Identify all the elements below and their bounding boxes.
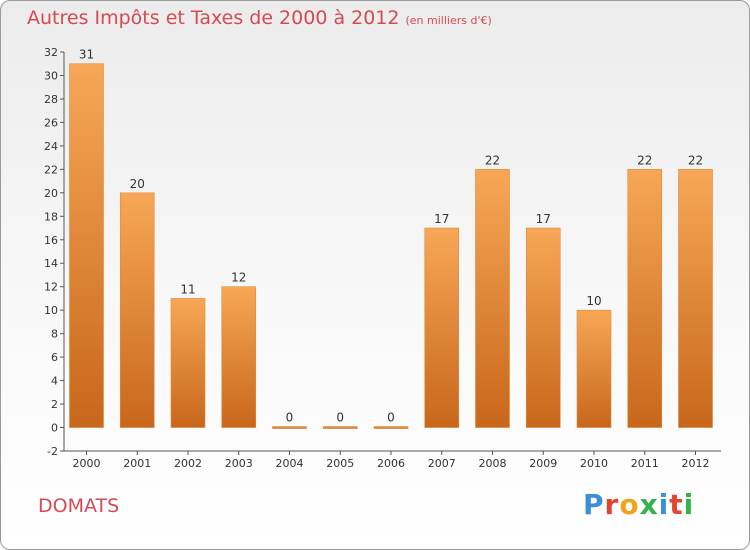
- data-label-2005: 0: [336, 411, 344, 425]
- data-label-2011: 22: [637, 153, 652, 167]
- x-tick-label-2004: 2004: [276, 457, 304, 470]
- data-label-2004: 0: [286, 411, 294, 425]
- x-tick-label-2008: 2008: [479, 457, 507, 470]
- bar-2010: [576, 309, 612, 428]
- data-label-2008: 22: [485, 153, 500, 167]
- y-tick-label: 32: [44, 46, 58, 59]
- y-tick-label: 10: [44, 304, 58, 317]
- x-tick-label-2000: 2000: [73, 457, 101, 470]
- bar-2012: [678, 169, 713, 428]
- y-tick-label: 4: [51, 375, 58, 388]
- x-tick-label-2007: 2007: [428, 457, 456, 470]
- x-tick-label-2010: 2010: [580, 457, 608, 470]
- data-label-2012: 22: [688, 153, 703, 167]
- data-label-2001: 20: [130, 177, 145, 191]
- chart-title: Autres Impôts et Taxes de 2000 à 2012: [27, 7, 400, 29]
- data-label-2002: 11: [180, 282, 195, 296]
- x-tick-label-2001: 2001: [123, 457, 151, 470]
- bar-2011: [627, 169, 663, 428]
- x-tick-label-2002: 2002: [174, 457, 202, 470]
- logo-letter: o: [619, 488, 640, 521]
- proxiti-logo[interactable]: Proxiti: [583, 488, 694, 521]
- bar-2005: [322, 426, 358, 429]
- data-label-2007: 17: [434, 212, 449, 226]
- data-label-2006: 0: [387, 411, 395, 425]
- bar-2008: [475, 169, 510, 428]
- y-tick-label: 6: [51, 351, 58, 364]
- chart-title-block: Autres Impôts et Taxes de 2000 à 2012 (en…: [27, 7, 492, 29]
- data-label-2003: 12: [231, 271, 246, 285]
- bar-2000: [69, 63, 104, 428]
- y-tick-label: 20: [44, 187, 58, 200]
- y-tick-label: 30: [44, 69, 58, 82]
- bar-2003: [221, 286, 257, 428]
- x-tick-label-2006: 2006: [377, 457, 405, 470]
- x-tick-label-2005: 2005: [326, 457, 354, 470]
- y-tick-label: 8: [51, 328, 58, 341]
- logo-letter: x: [639, 488, 659, 521]
- y-tick-label: 12: [44, 281, 58, 294]
- y-tick-label: 0: [51, 422, 58, 435]
- y-tick-label: 16: [44, 234, 58, 247]
- x-tick-label-2012: 2012: [682, 457, 710, 470]
- bar-2006: [373, 426, 409, 429]
- y-tick-label: -2: [47, 445, 58, 458]
- data-label-2010: 10: [586, 294, 601, 308]
- data-label-2009: 17: [536, 212, 551, 226]
- y-tick-label: 28: [44, 93, 58, 106]
- x-tick-label-2011: 2011: [631, 457, 659, 470]
- bar-2002: [170, 298, 206, 428]
- logo-letter: r: [604, 488, 620, 521]
- bar-2007: [424, 227, 460, 428]
- y-tick-label: 2: [51, 398, 58, 411]
- x-tick-label-2009: 2009: [529, 457, 557, 470]
- x-tick-label-2003: 2003: [225, 457, 253, 470]
- bar-2001: [119, 192, 155, 428]
- chart-unit: (en milliers d'€): [405, 14, 492, 27]
- logo-letter: i: [683, 488, 695, 521]
- logo-letter: i: [658, 488, 670, 521]
- logo-letter: P: [583, 488, 605, 521]
- y-tick-label: 24: [44, 140, 58, 153]
- y-tick-label: 22: [44, 163, 58, 176]
- y-tick-label: 14: [44, 257, 58, 270]
- y-tick-label: 26: [44, 116, 58, 129]
- bar-2004: [272, 426, 307, 429]
- data-label-2000: 31: [79, 48, 94, 62]
- y-tick-label: 18: [44, 210, 58, 223]
- bar-2009: [525, 227, 561, 428]
- logo-letter: t: [669, 488, 684, 521]
- town-name: DOMATS: [38, 495, 120, 517]
